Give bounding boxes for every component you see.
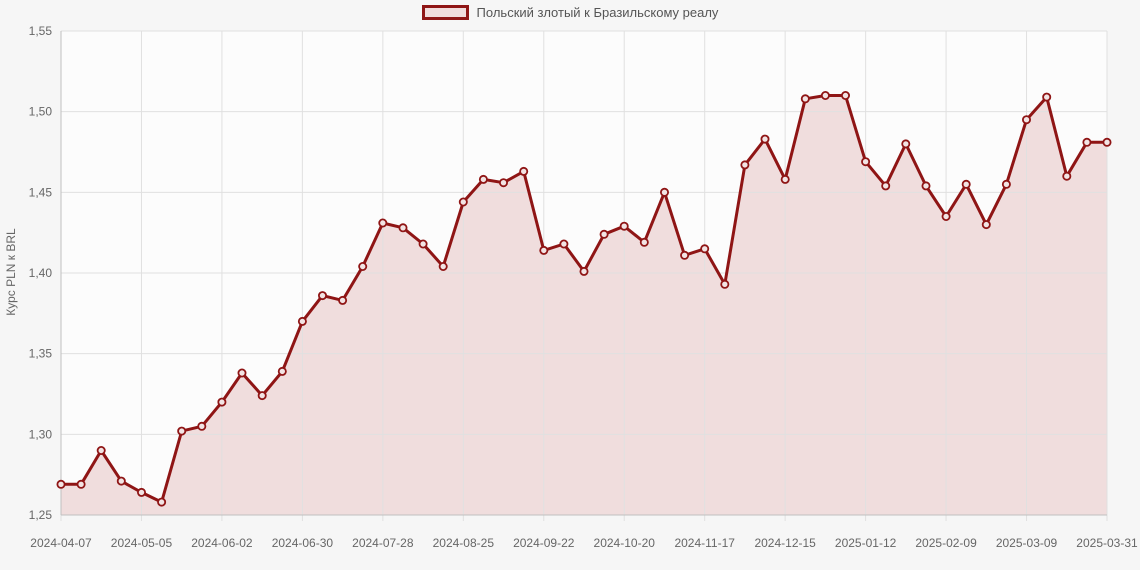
data-point-marker[interactable] (1102, 137, 1112, 147)
data-point-marker[interactable] (136, 487, 146, 497)
data-point-marker[interactable] (358, 261, 368, 271)
y-tick-label: 1,50 (29, 105, 53, 119)
data-point-marker[interactable] (217, 397, 227, 407)
x-tick-label: 2024-05-05 (111, 536, 173, 550)
data-point-marker[interactable] (317, 291, 327, 301)
x-tick-label: 2025-02-09 (915, 536, 977, 550)
data-point-marker[interactable] (237, 368, 247, 378)
data-point-marker[interactable] (458, 197, 468, 207)
x-tick-label: 2025-03-09 (996, 536, 1058, 550)
data-point-marker[interactable] (981, 220, 991, 230)
legend-swatch-icon (421, 5, 469, 20)
x-tick-label: 2024-12-15 (754, 536, 816, 550)
x-tick-label: 2024-11-17 (674, 536, 735, 550)
data-point-marker[interactable] (157, 497, 167, 507)
data-point-marker[interactable] (780, 174, 790, 184)
data-point-marker[interactable] (599, 229, 609, 239)
data-point-marker[interactable] (1022, 115, 1032, 125)
data-point-marker[interactable] (921, 181, 931, 191)
x-tick-label: 2024-06-02 (191, 536, 253, 550)
x-tick-label: 2024-04-07 (30, 536, 92, 550)
data-point-marker[interactable] (961, 179, 971, 189)
data-point-marker[interactable] (820, 91, 830, 101)
data-point-marker[interactable] (619, 221, 629, 231)
data-point-marker[interactable] (56, 479, 66, 489)
data-point-marker[interactable] (881, 181, 891, 191)
data-point-marker[interactable] (800, 94, 810, 104)
y-tick-label: 1,40 (29, 266, 53, 280)
y-tick-label: 1,55 (29, 24, 53, 38)
data-point-marker[interactable] (116, 476, 126, 486)
data-point-marker[interactable] (378, 218, 388, 228)
data-point-marker[interactable] (660, 187, 670, 197)
y-tick-label: 1,30 (29, 427, 53, 441)
y-tick-label: 1,35 (29, 347, 53, 361)
data-point-marker[interactable] (559, 239, 569, 249)
data-point-marker[interactable] (740, 160, 750, 170)
data-point-marker[interactable] (1042, 92, 1052, 102)
data-point-marker[interactable] (941, 211, 951, 221)
data-point-marker[interactable] (478, 174, 488, 184)
legend-label: Польский злотый к Бразильскому реалу (476, 5, 719, 20)
x-tick-label: 2024-10-20 (594, 536, 656, 550)
legend-item[interactable]: Польский злотый к Бразильскому реалу (421, 5, 719, 20)
x-tick-label: 2025-03-31 (1076, 536, 1138, 550)
data-point-marker[interactable] (579, 266, 589, 276)
data-point-marker[interactable] (96, 445, 106, 455)
data-point-marker[interactable] (760, 134, 770, 144)
legend: Польский злотый к Бразильскому реалу (0, 5, 1140, 20)
x-tick-label: 2024-08-25 (433, 536, 495, 550)
data-point-marker[interactable] (277, 366, 287, 376)
data-point-marker[interactable] (720, 279, 730, 289)
data-point-marker[interactable] (700, 244, 710, 254)
data-point-marker[interactable] (498, 178, 508, 188)
data-point-marker[interactable] (861, 157, 871, 167)
data-point-marker[interactable] (297, 316, 307, 326)
data-point-marker[interactable] (197, 421, 207, 431)
data-point-marker[interactable] (398, 223, 408, 233)
data-point-marker[interactable] (841, 91, 851, 101)
data-point-marker[interactable] (539, 245, 549, 255)
data-point-marker[interactable] (76, 479, 86, 489)
data-point-marker[interactable] (1082, 137, 1092, 147)
data-point-marker[interactable] (418, 239, 428, 249)
x-tick-label: 2024-09-22 (513, 536, 575, 550)
series-area (61, 95, 1107, 515)
data-point-marker[interactable] (901, 139, 911, 149)
y-axis-title: Курс PLN к BRL (4, 228, 18, 316)
data-point-marker[interactable] (338, 295, 348, 305)
data-point-marker[interactable] (177, 426, 187, 436)
x-tick-label: 2025-01-12 (835, 536, 897, 550)
data-point-marker[interactable] (1062, 171, 1072, 181)
data-point-marker[interactable] (257, 391, 267, 401)
data-point-marker[interactable] (519, 166, 529, 176)
x-tick-label: 2024-06-30 (272, 536, 334, 550)
data-point-marker[interactable] (680, 250, 690, 260)
y-tick-label: 1,25 (29, 508, 53, 522)
data-point-marker[interactable] (1001, 179, 1011, 189)
x-tick-label: 2024-07-28 (352, 536, 414, 550)
data-point-marker[interactable] (438, 261, 448, 271)
y-tick-label: 1,45 (29, 185, 53, 199)
data-point-marker[interactable] (639, 237, 649, 247)
